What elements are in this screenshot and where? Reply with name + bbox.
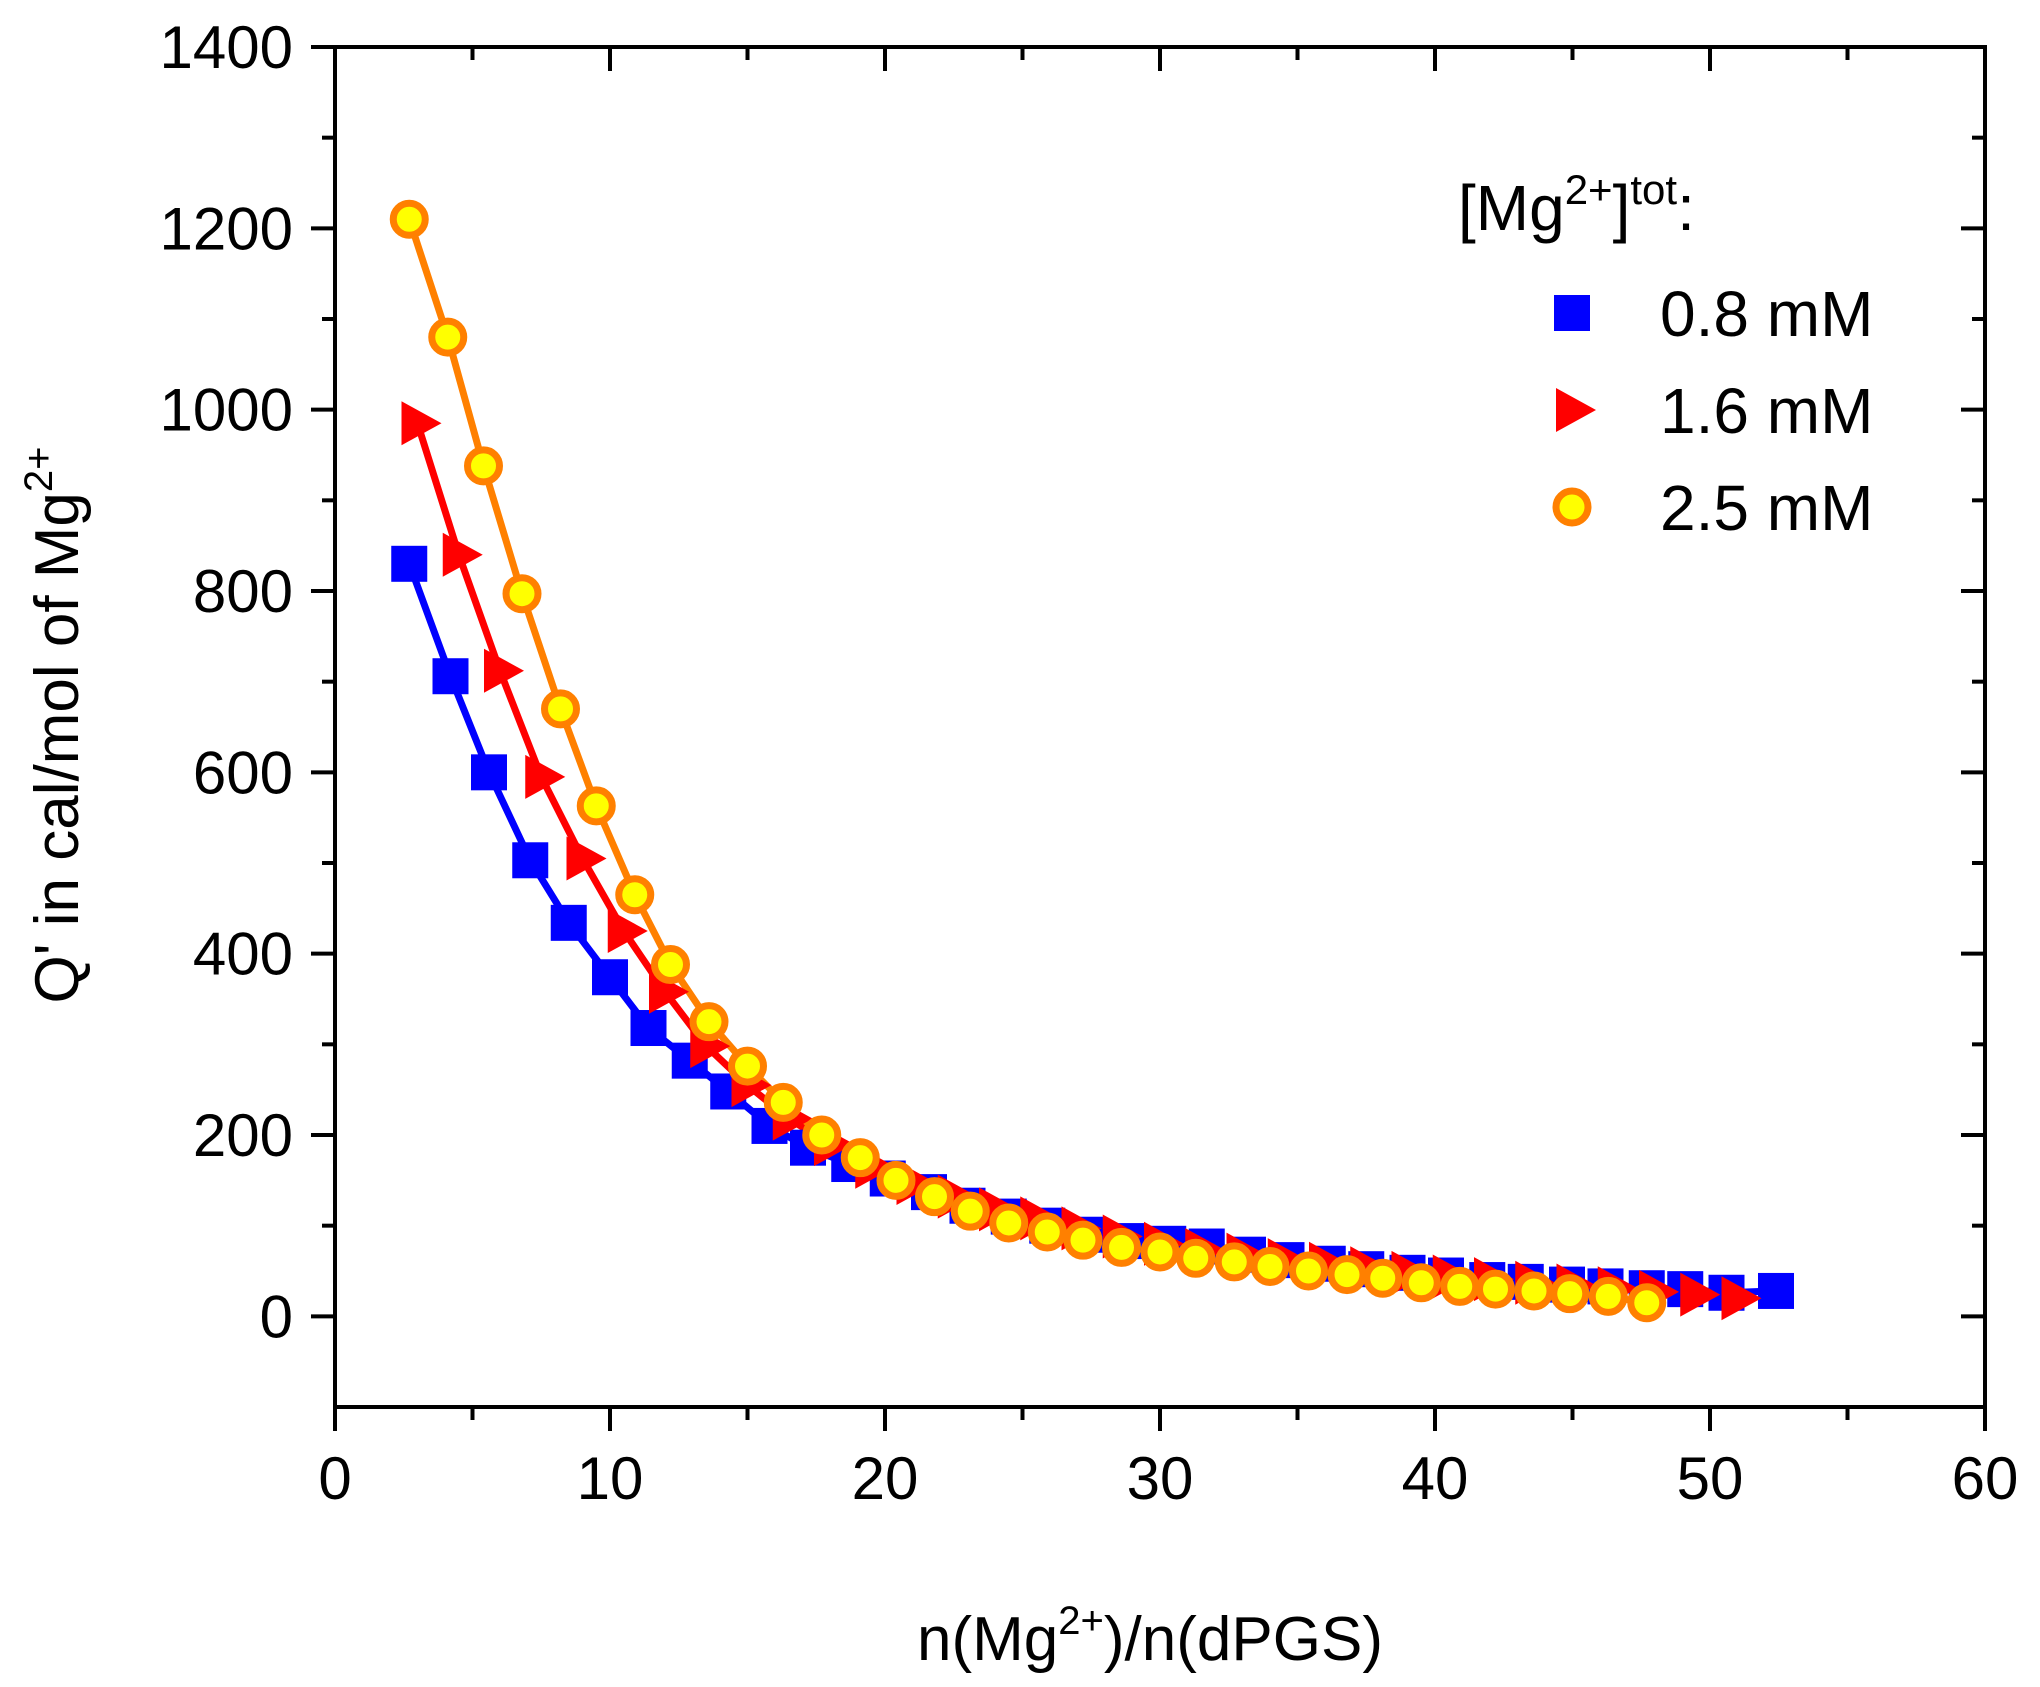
data-point: [728, 1046, 767, 1086]
data-point: [840, 1138, 880, 1178]
data-point: [1102, 1227, 1141, 1267]
data-point: [1250, 1246, 1290, 1286]
data-point: [541, 689, 580, 729]
axis-ticks: [311, 45, 1987, 1431]
data-point: [1027, 1212, 1067, 1252]
data-point: [576, 786, 616, 826]
legend-label: 2.5 mM: [1660, 472, 1873, 544]
data-point: [432, 658, 469, 695]
x-tick-label: 0: [318, 1445, 351, 1512]
data-point: [502, 574, 542, 614]
data-point: [1627, 1283, 1667, 1323]
y-tick-label: 0: [260, 1283, 293, 1350]
y-tick-label: 400: [193, 921, 293, 988]
x-tick-label: 20: [852, 1445, 919, 1512]
data-point: [484, 648, 524, 693]
series-lines: [405, 218, 1777, 1307]
data-point: [592, 959, 628, 996]
data-point: [607, 909, 648, 953]
data-point: [950, 1191, 990, 1231]
x-tick-label: 40: [1402, 1445, 1469, 1512]
plot-frame: [333, 45, 1987, 1409]
data-point: [391, 545, 428, 582]
data-point: [1327, 1255, 1367, 1295]
data-point: [1363, 1258, 1403, 1298]
series-line-2: [405, 218, 1648, 1307]
data-point: [464, 446, 503, 486]
data-point: [651, 945, 690, 985]
data-point: [1176, 1238, 1216, 1278]
y-tick-label: 200: [193, 1102, 293, 1169]
data-point: [1289, 1251, 1328, 1291]
data-point: [550, 904, 587, 941]
y-axis-title: Q' in cal/mol of Mg2+: [17, 446, 92, 1003]
data-point: [401, 401, 442, 446]
legend-marker: [1552, 487, 1592, 527]
data-point: [763, 1082, 803, 1122]
data-point: [1721, 1276, 1762, 1321]
legend-entry: 2.5 mM: [1552, 472, 1873, 544]
y-tick-label: 600: [193, 739, 293, 806]
x-tick-label: 10: [577, 1445, 644, 1512]
data-point: [876, 1160, 916, 1200]
legend-label: 0.8 mM: [1660, 278, 1873, 350]
legend-entry: 0.8 mM: [1554, 278, 1873, 350]
data-point: [525, 754, 566, 799]
data-point: [512, 842, 549, 879]
data-point: [689, 1002, 729, 1042]
legend-marker: [1554, 295, 1590, 331]
data-point: [428, 317, 468, 357]
data-point: [1140, 1232, 1180, 1272]
series-line-1: [414, 422, 1738, 1302]
data-point: [471, 754, 507, 791]
legend-marker: [1556, 388, 1596, 432]
x-tick-label: 50: [1677, 1445, 1744, 1512]
data-point: [630, 1010, 667, 1047]
legend-label: 1.6 mM: [1660, 375, 1873, 447]
y-tick-label: 800: [193, 558, 293, 625]
legend: [Mg2+]tot: 0.8 mM 1.6 mM 2.5 mM: [1458, 166, 1873, 544]
data-point: [442, 532, 483, 577]
data-point: [1680, 1272, 1721, 1317]
data-point: [649, 969, 689, 1014]
data-point: [566, 836, 607, 881]
data-point: [615, 875, 655, 915]
data-point: [1214, 1242, 1254, 1282]
x-tick-label: 30: [1127, 1445, 1194, 1512]
data-point: [389, 199, 429, 239]
data-point: [989, 1203, 1029, 1243]
data-point: [1401, 1263, 1441, 1303]
data-point: [1588, 1276, 1628, 1316]
data-point: [1476, 1269, 1515, 1309]
data-point: [1063, 1220, 1103, 1260]
y-tick-label: 1400: [160, 14, 293, 81]
y-tick-label: 1200: [160, 195, 293, 262]
data-point: [1550, 1274, 1590, 1314]
y-tick-label: 1000: [160, 377, 293, 444]
data-point: [915, 1177, 954, 1217]
x-tick-label: 60: [1952, 1445, 2019, 1512]
data-point: [1514, 1271, 1554, 1311]
data-point: [1440, 1266, 1480, 1306]
data-point: [1758, 1272, 1794, 1309]
legend-title: [Mg2+]tot:: [1458, 166, 1695, 244]
series-markers: [389, 199, 1794, 1323]
data-point: [802, 1115, 842, 1155]
x-axis-title: n(Mg2+)/n(dPGS): [917, 1599, 1383, 1674]
legend-entry: 1.6 mM: [1556, 375, 1873, 447]
